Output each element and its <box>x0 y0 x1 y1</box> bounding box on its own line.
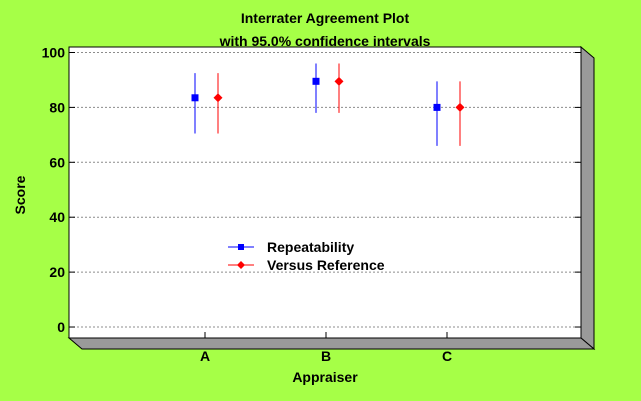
y-tick-label: 80 <box>49 99 65 115</box>
legend-entry-repeatability: Repeatability <box>228 239 354 255</box>
legend: Repeatability Versus Reference <box>228 239 385 273</box>
y-tick-label: 20 <box>49 264 65 280</box>
legend-marker-versus-reference <box>237 261 245 269</box>
legend-label-repeatability: Repeatability <box>267 239 354 255</box>
plot-frame-shadow-right <box>580 45 595 351</box>
point-versus-reference <box>213 93 223 103</box>
y-tick-label: 40 <box>49 209 65 225</box>
axes: 0 20 40 60 80 100 A B C <box>42 44 581 364</box>
chart-title: Interrater Agreement Plot <box>241 10 410 26</box>
point-repeatability <box>433 103 441 111</box>
y-axis-label: Score <box>12 175 28 214</box>
point-repeatability <box>312 77 320 85</box>
plot-frame-shadow-bottom <box>67 337 596 350</box>
series-marks <box>191 63 465 146</box>
x-tick-label: B <box>321 348 331 364</box>
point-versus-reference <box>334 76 344 86</box>
x-tick-label: A <box>200 348 210 364</box>
y-tick-label: 0 <box>57 319 65 335</box>
y-tick-label: 100 <box>42 44 66 60</box>
legend-label-versus-reference: Versus Reference <box>267 257 385 273</box>
x-tick-label: C <box>442 348 452 364</box>
gridlines <box>69 51 581 328</box>
chart-subtitle: with 95.0% confidence intervals <box>219 33 431 49</box>
x-axis-label: Appraiser <box>292 369 358 385</box>
legend-marker-repeatability <box>238 244 244 250</box>
legend-entry-versus-reference: Versus Reference <box>228 257 385 273</box>
point-repeatability <box>191 94 199 102</box>
y-tick-label: 60 <box>49 154 65 170</box>
point-versus-reference <box>455 102 465 112</box>
plot-area <box>68 46 582 339</box>
